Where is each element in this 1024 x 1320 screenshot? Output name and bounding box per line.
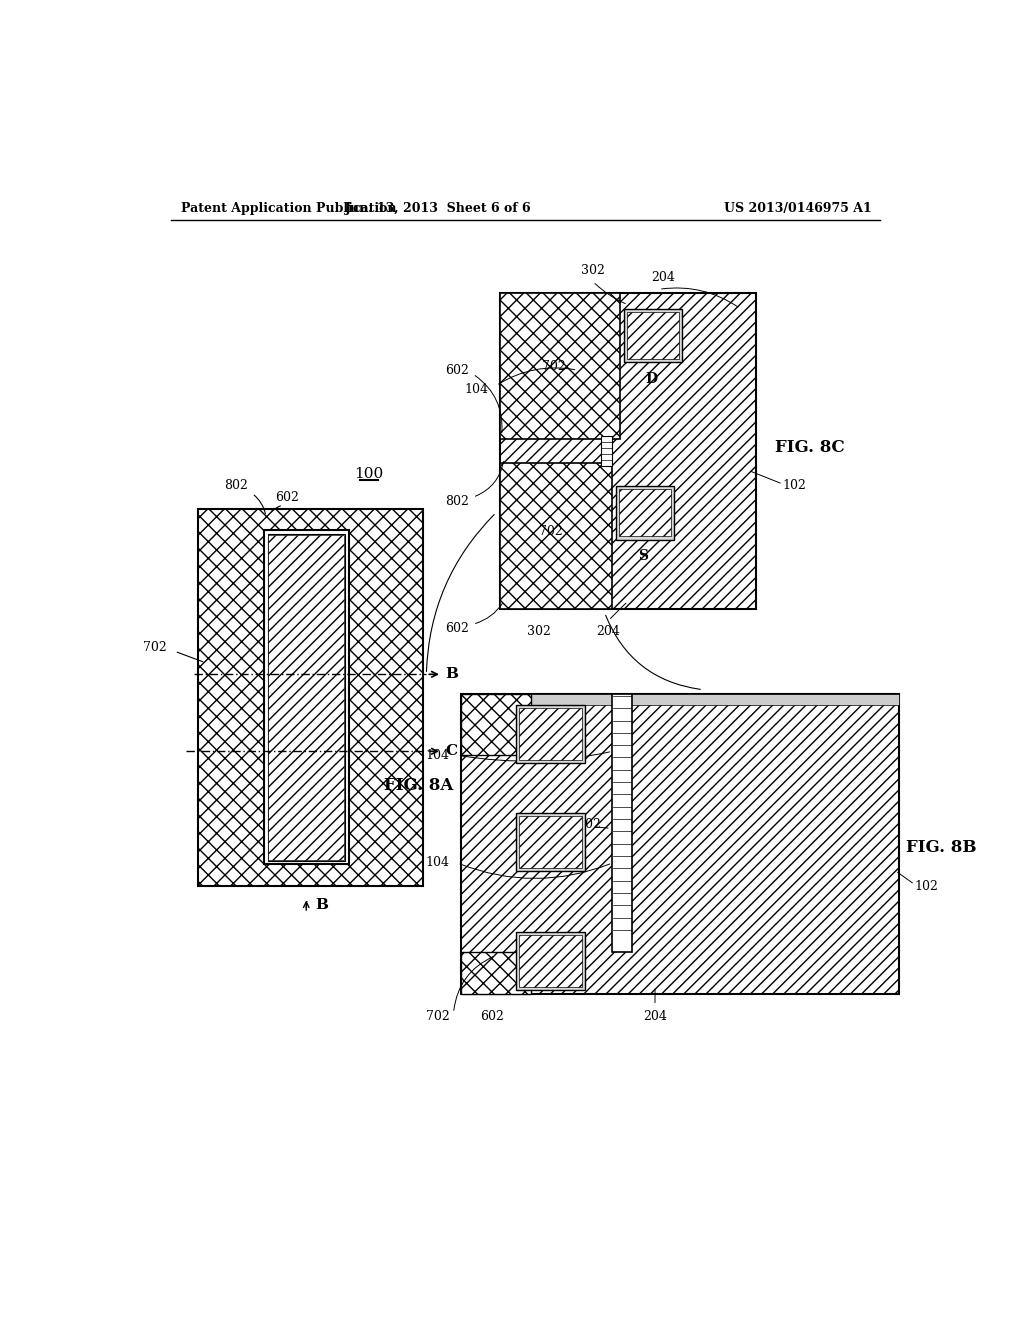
Text: FIG. 8A: FIG. 8A — [384, 777, 454, 795]
Text: 302: 302 — [581, 264, 605, 277]
Text: 802: 802 — [224, 479, 249, 492]
Text: 104: 104 — [426, 857, 450, 870]
Text: Jun. 13, 2013  Sheet 6 of 6: Jun. 13, 2013 Sheet 6 of 6 — [345, 202, 531, 215]
Bar — [500, 293, 756, 609]
Text: B: B — [315, 899, 329, 912]
Text: 602: 602 — [445, 622, 469, 635]
Text: 702: 702 — [539, 525, 562, 539]
Text: 802: 802 — [578, 818, 601, 832]
Text: Patent Application Publication: Patent Application Publication — [180, 202, 396, 215]
Bar — [515, 705, 586, 763]
Text: 104: 104 — [426, 748, 450, 762]
Text: 204: 204 — [651, 271, 675, 284]
Bar — [500, 462, 612, 609]
Bar — [198, 508, 423, 886]
Text: C: C — [445, 744, 458, 758]
Bar — [461, 693, 531, 755]
Text: FIG. 8C: FIG. 8C — [775, 438, 845, 455]
Bar — [268, 535, 344, 859]
Bar — [500, 293, 756, 609]
Text: 102: 102 — [914, 879, 938, 892]
Text: 302: 302 — [540, 946, 561, 957]
Text: 602: 602 — [480, 1010, 504, 1023]
Bar — [461, 693, 899, 994]
Text: 302: 302 — [540, 719, 561, 730]
Text: US 2013/0146975 A1: US 2013/0146975 A1 — [724, 202, 872, 215]
Text: 602: 602 — [274, 491, 299, 504]
Text: 702: 702 — [543, 360, 566, 372]
Bar — [267, 535, 345, 861]
Text: 702: 702 — [143, 640, 167, 653]
Text: 204: 204 — [597, 626, 621, 639]
Bar — [263, 531, 349, 865]
Text: B: B — [445, 668, 459, 681]
Text: 100: 100 — [353, 467, 383, 480]
Bar — [627, 312, 679, 359]
Bar — [518, 708, 583, 760]
Bar — [624, 309, 682, 363]
Text: 702: 702 — [426, 1010, 450, 1023]
Text: i: i — [305, 900, 308, 909]
Bar — [461, 693, 899, 705]
Bar — [518, 816, 583, 867]
Bar — [616, 486, 675, 540]
Text: FIG. 8B: FIG. 8B — [906, 840, 977, 857]
Bar — [515, 813, 586, 871]
Text: S: S — [638, 549, 648, 564]
Text: 104: 104 — [464, 383, 488, 396]
Text: D: D — [645, 372, 657, 387]
Bar — [518, 936, 583, 987]
Text: 802: 802 — [445, 495, 469, 508]
Bar — [461, 693, 899, 994]
Text: 602: 602 — [445, 363, 469, 376]
Bar — [601, 436, 611, 466]
Text: 302: 302 — [540, 828, 561, 837]
Bar — [515, 932, 586, 990]
Bar — [461, 952, 531, 994]
Text: 302: 302 — [526, 626, 551, 639]
Text: 204: 204 — [643, 1010, 667, 1023]
Bar — [612, 693, 632, 952]
Text: 102: 102 — [782, 479, 807, 492]
Bar — [500, 293, 621, 440]
Bar — [620, 488, 672, 536]
